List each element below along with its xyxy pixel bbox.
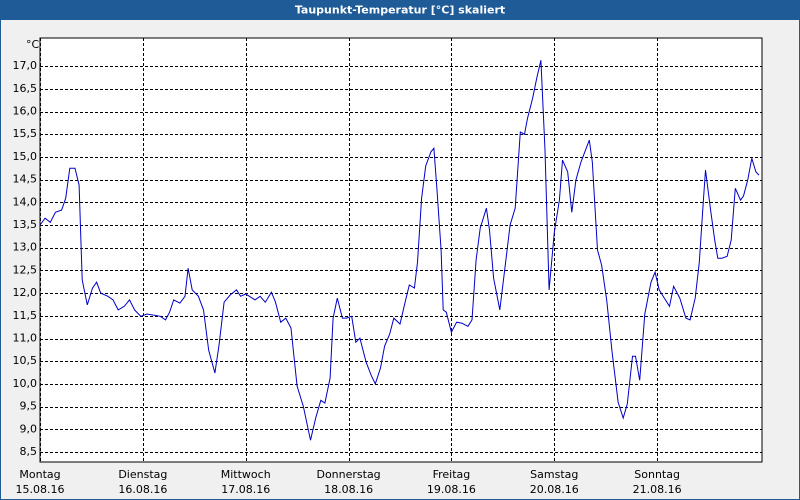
x-tick-label: Freitag [433, 468, 471, 481]
y-tick-label: 16,5 [13, 82, 38, 95]
x-tick-date: 17.08.16 [221, 483, 270, 496]
x-tick-label: Mittwoch [221, 468, 271, 481]
x-tick-date: 15.08.16 [16, 483, 65, 496]
y-tick-label: 15,5 [13, 127, 38, 140]
x-tick-label: Sonntag [634, 468, 680, 481]
plot-area [39, 37, 763, 463]
title-bar [0, 0, 800, 20]
y-tick-label: 13,5 [13, 218, 38, 231]
y-tick-label: 9,5 [20, 400, 38, 413]
x-tick-label: Donnerstag [316, 468, 380, 481]
x-tick-date: 21.08.16 [633, 483, 682, 496]
y-tick-label: 15,0 [13, 150, 38, 163]
data-line [39, 60, 760, 441]
y-tick-label: 17,0 [13, 59, 38, 72]
y-tick-label: 14,5 [13, 173, 38, 186]
y-tick-label: 12,5 [13, 263, 38, 276]
y-tick-label: 13,0 [13, 241, 38, 254]
y-tick-label: 8,5 [20, 445, 38, 458]
x-tick-label: Montag [19, 468, 60, 481]
y-unit: °C [26, 38, 40, 51]
y-tick-label: 10,5 [13, 354, 38, 367]
x-tick-label: Samstag [530, 468, 578, 481]
y-tick-label: 10,0 [13, 377, 38, 390]
y-tick-label: 16,0 [13, 105, 38, 118]
y-tick-label: 14,0 [13, 195, 38, 208]
y-tick-label: 11,0 [13, 332, 38, 345]
x-tick-date: 16.08.16 [118, 483, 167, 496]
y-tick-label: 12,0 [13, 286, 38, 299]
y-tick-label: 11,5 [13, 309, 38, 322]
x-tick-date: 20.08.16 [530, 483, 579, 496]
x-tick-date: 19.08.16 [427, 483, 476, 496]
y-tick-label: 9,0 [20, 422, 38, 435]
x-tick-date: 18.08.16 [324, 483, 373, 496]
x-tick-label: Dienstag [118, 468, 167, 481]
chart-title: Taupunkt-Temperatur [°C] skaliert [295, 4, 505, 17]
